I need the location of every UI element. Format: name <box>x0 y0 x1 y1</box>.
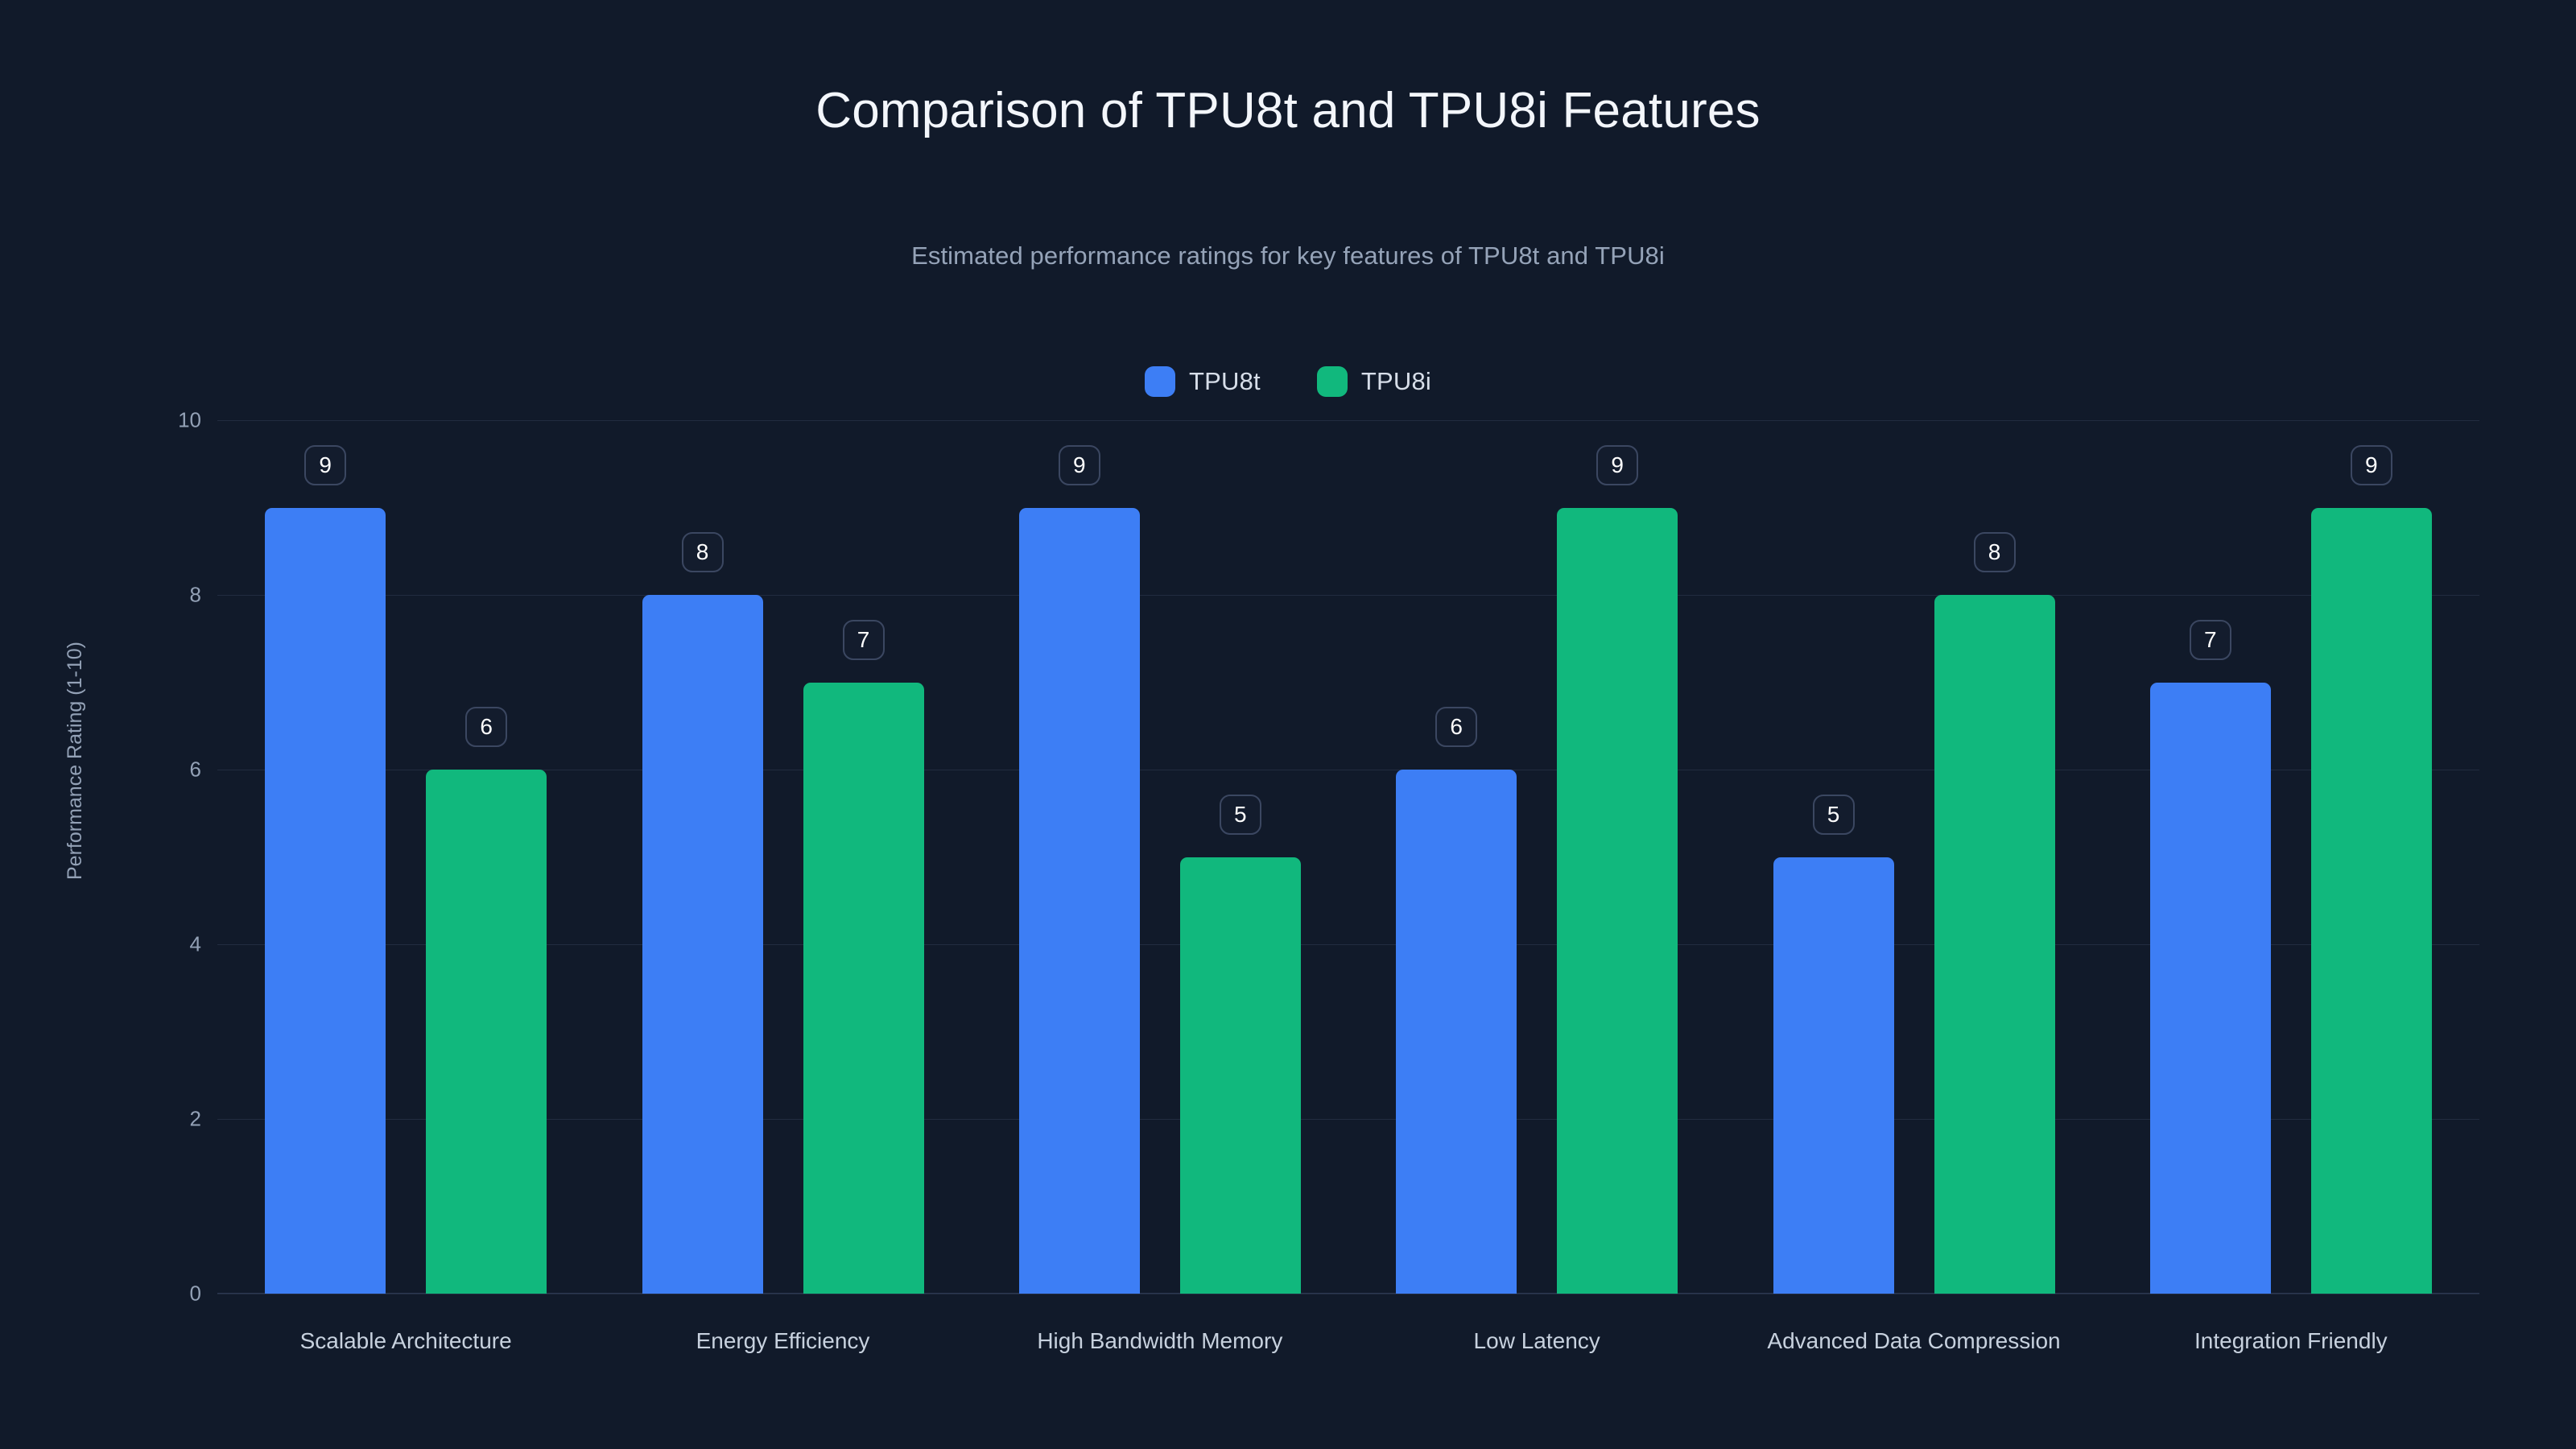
x-axis-category-label: High Bandwidth Memory <box>1037 1328 1283 1353</box>
x-axis-category-label: Energy Efficiency <box>696 1328 870 1353</box>
bar-value-badge: 5 <box>1219 794 1261 835</box>
y-axis-tick-label: 10 <box>178 407 201 432</box>
chart-subtitle: Estimated performance ratings for key fe… <box>911 242 1665 270</box>
bar-tpu8i-0[interactable] <box>426 770 547 1294</box>
bar-value-badge: 5 <box>1812 794 1855 835</box>
x-axis-category-label: Scalable Architecture <box>299 1328 512 1353</box>
bar-tpu8i-3[interactable] <box>1557 507 1678 1294</box>
bar-value-badge: 6 <box>1435 707 1478 747</box>
x-axis-category-label: Low Latency <box>1473 1328 1600 1353</box>
y-axis-tick-label: 2 <box>189 1106 201 1131</box>
legend-item-label: TPU8i <box>1360 367 1431 395</box>
x-axis-category-label: Advanced Data Compression <box>1767 1328 2061 1353</box>
chart-legend: TPU8t TPU8i <box>0 366 2576 397</box>
legend-item-label: TPU8t <box>1189 367 1261 395</box>
bar-value-badge: 7 <box>2189 619 2231 660</box>
rounded-square-swatch <box>1145 366 1175 397</box>
bar-tpu8t-3[interactable] <box>1396 770 1517 1294</box>
y-axis-title: Performance Rating (1-10) <box>64 642 86 880</box>
bar-tpu8t-2[interactable] <box>1018 507 1140 1294</box>
y-axis-tick-label: 4 <box>189 931 201 956</box>
bar-value-badge: 8 <box>681 532 724 572</box>
y-axis-tick-label: 0 <box>189 1281 201 1306</box>
gridline <box>217 1119 2479 1120</box>
gridline <box>217 595 2479 596</box>
bar-tpu8t-4[interactable] <box>1773 857 1894 1294</box>
bar-tpu8i-4[interactable] <box>1934 595 2055 1294</box>
chart-title: Comparison of TPU8t and TPU8i Features <box>815 83 1761 138</box>
legend-item-tpu8i[interactable]: TPU8i <box>1316 366 1431 397</box>
bar-value-badge: 9 <box>2350 444 2392 485</box>
bar-tpu8t-1[interactable] <box>642 595 763 1294</box>
gridline <box>217 420 2479 421</box>
legend-item-tpu8t[interactable]: TPU8t <box>1145 366 1261 397</box>
bar-tpu8i-1[interactable] <box>803 682 924 1294</box>
bar-tpu8i-2[interactable] <box>1179 857 1301 1294</box>
rounded-square-swatch <box>1316 366 1348 397</box>
y-axis-tick-label: 6 <box>189 757 201 782</box>
bar-value-badge: 6 <box>465 707 508 747</box>
bar-tpu8t-0[interactable] <box>265 507 386 1294</box>
bar-value-badge: 7 <box>842 619 885 660</box>
bar-tpu8t-5[interactable] <box>2149 682 2271 1294</box>
bar-value-badge: 9 <box>1596 444 1639 485</box>
bar-tpu8i-5[interactable] <box>2310 507 2432 1294</box>
bar-value-badge: 8 <box>1973 532 2016 572</box>
bar-value-badge: 9 <box>304 444 347 485</box>
bar-value-badge: 9 <box>1058 444 1100 485</box>
x-axis-category-label: Integration Friendly <box>2194 1328 2388 1353</box>
gridline <box>217 944 2479 945</box>
y-axis-tick-label: 8 <box>189 582 201 607</box>
plot-area <box>217 420 2479 1294</box>
